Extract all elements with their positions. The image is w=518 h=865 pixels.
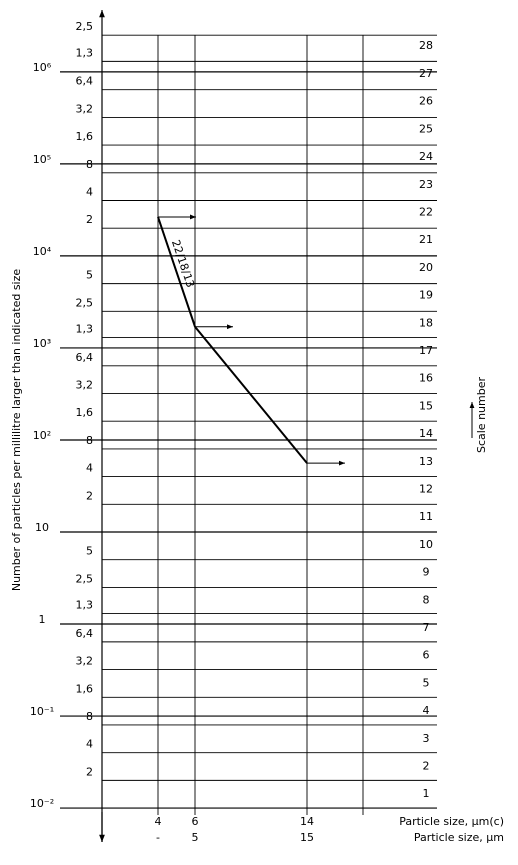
scale-number: 23	[419, 178, 433, 191]
x-tick-label-2: -	[156, 831, 160, 844]
y-decade-label: 10⁴	[33, 245, 52, 258]
scale-number: 12	[419, 482, 433, 495]
y-decade-label: 10	[35, 521, 49, 534]
y-tick-label: 1,6	[76, 682, 94, 695]
scale-axis-title: Scale number	[475, 377, 488, 454]
data-line	[157, 216, 308, 464]
scale-number: 6	[423, 649, 430, 662]
scale-number: 24	[419, 150, 433, 163]
y-tick-label: 2	[86, 765, 93, 778]
y-tick-label: 6,4	[76, 627, 94, 640]
y-tick-label: 2,5	[76, 296, 94, 309]
scale-number: 26	[419, 95, 433, 108]
scale-number: 1	[423, 787, 430, 800]
scale-number: 15	[419, 399, 433, 412]
scale-number: 18	[419, 316, 433, 329]
y-tick-label: 3,2	[76, 102, 94, 115]
scale-number: 22	[419, 205, 433, 218]
scale-number: 20	[419, 261, 433, 274]
y-tick-label: 5	[86, 269, 93, 282]
y-tick-label: 4	[86, 738, 93, 751]
y-decade-label: 10³	[33, 337, 51, 350]
scale-number: 17	[419, 344, 433, 357]
y-tick-label: 5	[86, 545, 93, 558]
scale-number: 5	[423, 676, 430, 689]
y-tick-label: 2	[86, 213, 93, 226]
y-tick-label: 1,3	[76, 46, 94, 59]
y-axis-title: Number of particles per millilitre large…	[10, 269, 23, 592]
y-tick-label: 3,2	[76, 378, 94, 391]
y-tick-label: 1,3	[76, 599, 94, 612]
y-decade-label: 10⁻²	[30, 797, 54, 810]
y-decade-label: 10⁻¹	[30, 705, 54, 718]
scale-number: 4	[423, 704, 430, 717]
y-tick-label: 1,6	[76, 406, 94, 419]
y-tick-label: 6,4	[76, 75, 94, 88]
scale-number: 28	[419, 39, 433, 52]
x-tick-label-2: 15	[300, 831, 314, 844]
scale-number: 16	[419, 372, 433, 385]
x-axis-title: Particle size, µm(c)	[399, 815, 504, 828]
x-tick-label-2: 5	[192, 831, 199, 844]
y-tick-label: 3,2	[76, 655, 94, 668]
x-axis-title-2: Particle size, µm	[414, 831, 504, 844]
x-tick-label: 6	[192, 815, 199, 828]
x-tick-label: 4	[155, 815, 162, 828]
y-tick-label: 8	[86, 434, 93, 447]
scale-number: 9	[423, 566, 430, 579]
y-tick-label: 1,3	[76, 322, 94, 335]
y-decade-label: 10⁵	[33, 153, 51, 166]
y-tick-label: 2	[86, 489, 93, 502]
scale-number: 13	[419, 455, 433, 468]
scale-number: 21	[419, 233, 433, 246]
scale-number: 3	[423, 732, 430, 745]
y-tick-label: 2,5	[76, 20, 94, 33]
y-tick-label: 1,6	[76, 130, 94, 143]
scale-number: 27	[419, 67, 433, 80]
y-tick-label: 6,4	[76, 351, 94, 364]
y-tick-label: 8	[86, 158, 93, 171]
scale-number: 14	[419, 427, 433, 440]
scale-number: 19	[419, 289, 433, 302]
scale-number: 8	[423, 593, 430, 606]
scale-number: 10	[419, 538, 433, 551]
y-tick-label: 4	[86, 462, 93, 475]
y-tick-label: 2,5	[76, 572, 94, 585]
scale-number: 2	[423, 760, 430, 773]
y-tick-label: 4	[86, 186, 93, 199]
y-decade-label: 1	[39, 613, 46, 626]
y-decade-label: 10²	[33, 429, 51, 442]
y-decade-label: 10⁶	[33, 61, 52, 74]
x-tick-label: 14	[300, 815, 314, 828]
y-tick-label: 8	[86, 710, 93, 723]
scale-number: 25	[419, 122, 433, 135]
scale-number: 7	[423, 621, 430, 634]
scale-number: 11	[419, 510, 433, 523]
